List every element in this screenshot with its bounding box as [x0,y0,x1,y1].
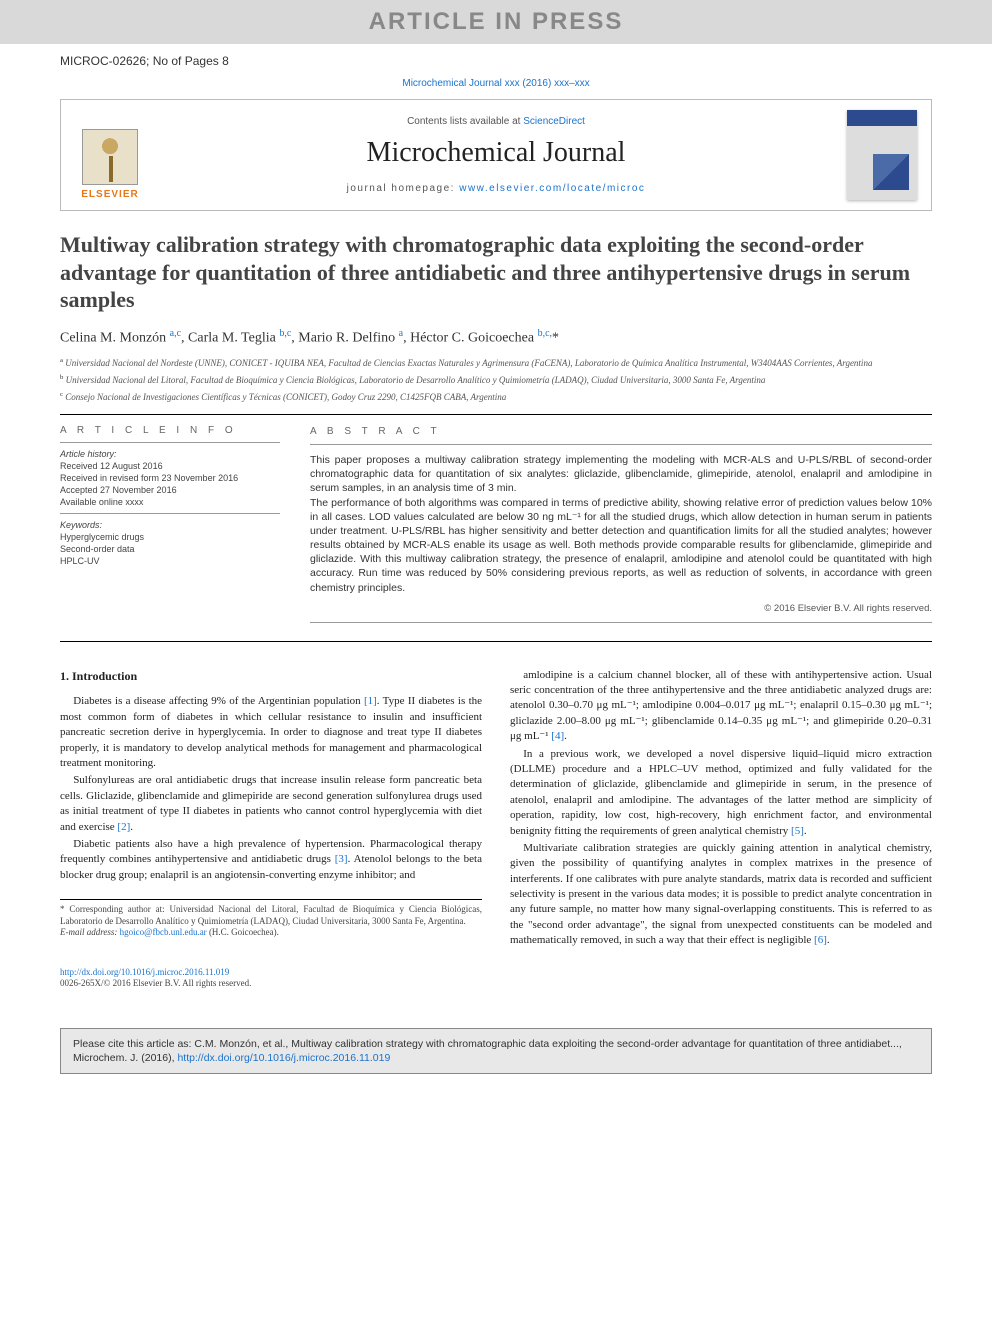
history-accepted: Accepted 27 November 2016 [60,485,280,495]
history-received: Received 12 August 2016 [60,461,280,471]
author-list: Celina M. Monzón a,c, Carla M. Teglia b,… [60,328,932,347]
doi-link[interactable]: http://dx.doi.org/10.1016/j.microc.2016.… [60,967,229,977]
journal-ref-link[interactable]: Microchemical Journal xxx (2016) xxx–xxx [402,78,589,89]
affiliation: b Universidad Nacional del Litoral, Facu… [60,373,932,386]
journal-reference: Microchemical Journal xxx (2016) xxx–xxx [60,72,932,99]
body-two-column: 1. Introduction Diabetes is a disease af… [60,668,932,951]
body-para: amlodipine is a calcium channel blocker,… [510,668,932,745]
body-para: Diabetic patients also have a high preva… [60,837,482,883]
citation-link[interactable]: [5] [791,825,804,837]
article-id-line: MICROC-02626; No of Pages 8 [0,44,992,72]
corresponding-author-footnote: * Corresponding author at: Universidad N… [60,899,482,939]
history-label: Article history: [60,449,280,459]
cite-doi-link[interactable]: http://dx.doi.org/10.1016/j.microc.2016.… [177,1052,390,1064]
contents-available-line: Contents lists available at ScienceDirec… [161,116,831,127]
article-info-column: A R T I C L E I N F O Article history: R… [60,425,280,631]
body-para: Multivariate calibration strategies are … [510,841,932,949]
email-who: (H.C. Goicoechea). [207,927,279,937]
keyword: Hyperglycemic drugs [60,532,280,542]
journal-homepage-line: journal homepage: www.elsevier.com/locat… [161,183,831,194]
citation-link[interactable]: [2] [117,821,130,833]
section-rule [60,414,932,415]
journal-title: Microchemical Journal [161,137,831,169]
homepage-prefix: journal homepage: [347,183,460,194]
keyword: Second-order data [60,544,280,554]
affiliation: c Consejo Nacional de Investigaciones Ci… [60,390,932,403]
doi-block: http://dx.doi.org/10.1016/j.microc.2016.… [60,967,932,990]
citation-link[interactable]: [1] [364,695,377,707]
masthead-center: Contents lists available at ScienceDirec… [161,116,831,194]
corr-author-text: * Corresponding author at: Universidad N… [60,904,482,927]
keywords-label: Keywords: [60,520,280,530]
corr-author-email[interactable]: hgoico@fbcb.unl.edu.ar [120,927,207,937]
contents-prefix: Contents lists available at [407,116,523,127]
please-cite-box: Please cite this article as: C.M. Monzón… [60,1028,932,1074]
abstract-para: The performance of both algorithms was c… [310,496,932,595]
citation-link[interactable]: [3] [335,853,348,865]
elsevier-tree-icon [82,129,138,185]
keyword: HPLC-UV [60,556,280,566]
article-info-heading: A R T I C L E I N F O [60,425,280,436]
citation-link[interactable]: [4] [551,730,564,742]
issn-line: 0026-265X/© 2016 Elsevier B.V. All right… [60,978,251,988]
section-rule [60,641,932,642]
abstract-heading: A B S T R A C T [310,425,932,439]
journal-cover-thumbnail[interactable] [847,110,917,200]
abstract-copyright: © 2016 Elsevier B.V. All rights reserved… [310,603,932,616]
elsevier-wordmark: ELSEVIER [81,189,138,200]
sciencedirect-link[interactable]: ScienceDirect [523,116,585,127]
body-para: In a previous work, we developed a novel… [510,747,932,839]
journal-homepage-link[interactable]: www.elsevier.com/locate/microc [459,183,645,194]
article-title: Multiway calibration strategy with chrom… [60,231,932,314]
citation-link[interactable]: [6] [814,934,827,946]
email-label: E-mail address: [60,927,120,937]
history-online: Available online xxxx [60,497,280,507]
body-para: Diabetes is a disease affecting 9% of th… [60,694,482,771]
journal-masthead: ELSEVIER Contents lists available at Sci… [60,99,932,211]
article-in-press-watermark: ARTICLE IN PRESS [0,0,992,44]
abstract-column: A B S T R A C T This paper proposes a mu… [310,425,932,631]
affiliation: a Universidad Nacional del Nordeste (UNN… [60,356,932,369]
body-para: Sulfonylureas are oral antidiabetic drug… [60,773,482,835]
section-heading-introduction: 1. Introduction [60,668,482,685]
elsevier-logo[interactable]: ELSEVIER [75,110,145,200]
abstract-para: This paper proposes a multiway calibrati… [310,453,932,496]
history-revised: Received in revised form 23 November 201… [60,473,280,483]
